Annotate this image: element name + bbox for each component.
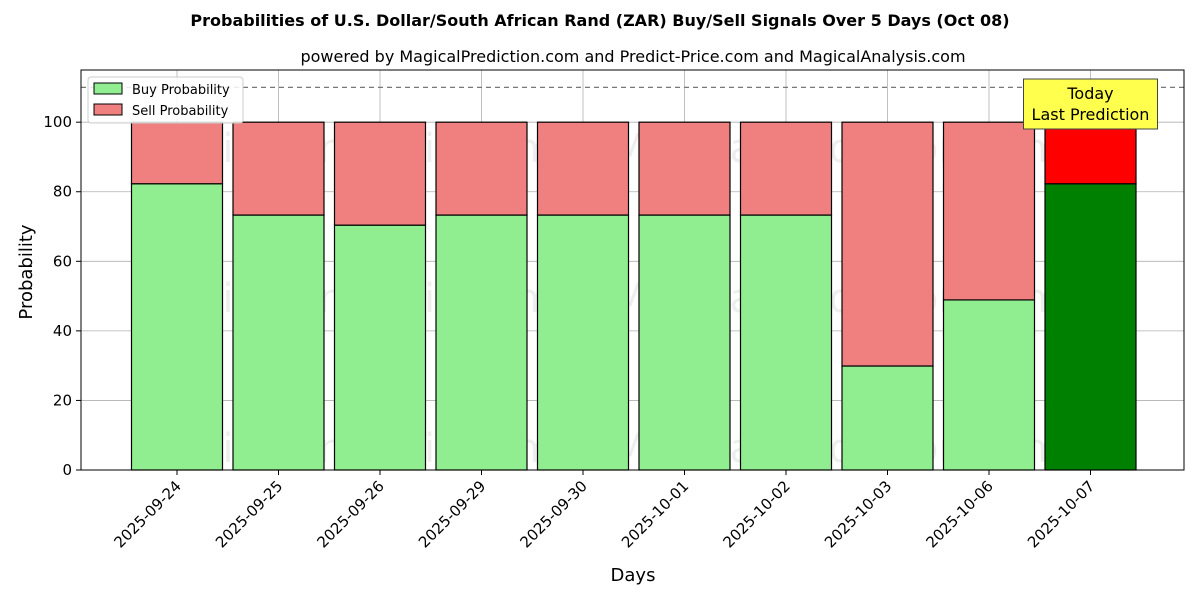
sell-bar	[638, 121, 731, 216]
sell-bar	[841, 121, 934, 367]
buy-bar	[333, 224, 427, 471]
sell-bar	[232, 121, 325, 216]
sell-bar	[1044, 121, 1137, 185]
buy-bar	[739, 214, 833, 471]
y-tick-label: 80	[53, 183, 72, 201]
x-tick-label: 2025-09-29	[415, 477, 489, 551]
legend-box	[87, 76, 244, 124]
buy-bar	[232, 214, 325, 471]
x-tick-label: 2025-10-02	[719, 477, 793, 551]
legend-swatch-buy	[93, 82, 123, 95]
buy-bar	[536, 214, 630, 471]
y-tick-label: 100	[43, 113, 72, 131]
x-tick-label: 2025-09-30	[516, 477, 590, 551]
buy-bar	[841, 365, 934, 471]
buy-bar	[638, 214, 731, 471]
x-tick-label: 2025-09-25	[212, 477, 286, 551]
legend-label-sell: Sell Probability	[132, 104, 229, 119]
x-tick-label: 2025-10-06	[922, 477, 996, 551]
legend-swatch-sell	[93, 103, 123, 116]
buy-bar	[1044, 183, 1137, 471]
sell-bar	[942, 121, 1036, 301]
y-tick-label: 60	[53, 252, 72, 270]
chart-subtitle: powered by MagicalPrediction.com and Pre…	[300, 47, 965, 66]
x-tick-label: 2025-10-01	[618, 477, 692, 551]
x-tick-label: 2025-09-24	[110, 477, 184, 551]
sell-bar	[739, 121, 833, 216]
x-tick-label: 2025-09-26	[313, 477, 387, 551]
sell-bar	[333, 121, 427, 226]
y-tick-label: 20	[53, 391, 72, 409]
x-axis-label: Days	[611, 565, 656, 586]
sell-bar	[130, 121, 224, 185]
buy-bar	[130, 183, 224, 471]
buy-bar	[435, 214, 528, 471]
sell-bar	[536, 121, 630, 216]
sell-bar	[435, 121, 528, 216]
y-tick-label: 40	[53, 322, 72, 340]
legend-label-buy: Buy Probability	[132, 83, 230, 98]
y-axis-label: Probability	[16, 224, 37, 319]
x-tick-label: 2025-10-07	[1024, 477, 1098, 551]
annotation-line1: Today	[1066, 84, 1113, 103]
chart-title: Probabilities of U.S. Dollar/South Afric…	[190, 11, 1009, 30]
annotation-line2: Last Prediction	[1032, 105, 1150, 124]
annotation-box	[1023, 78, 1158, 130]
buy-bar	[942, 299, 1036, 471]
y-tick-label: 0	[62, 461, 72, 479]
x-tick-label: 2025-10-03	[821, 477, 895, 551]
plot-frame	[80, 69, 1185, 471]
